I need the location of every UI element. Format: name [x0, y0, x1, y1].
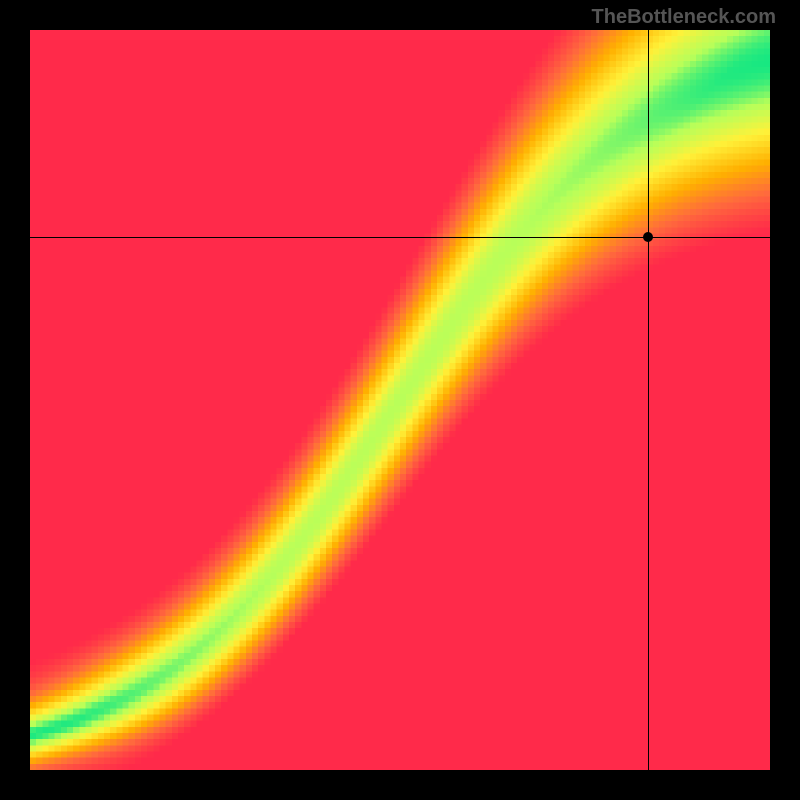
heatmap-plot	[30, 30, 770, 770]
heatmap-canvas	[30, 30, 770, 770]
crosshair-horizontal	[30, 237, 770, 238]
crosshair-vertical	[648, 30, 649, 770]
watermark-text: TheBottleneck.com	[592, 6, 776, 29]
crosshair-marker	[643, 232, 653, 242]
